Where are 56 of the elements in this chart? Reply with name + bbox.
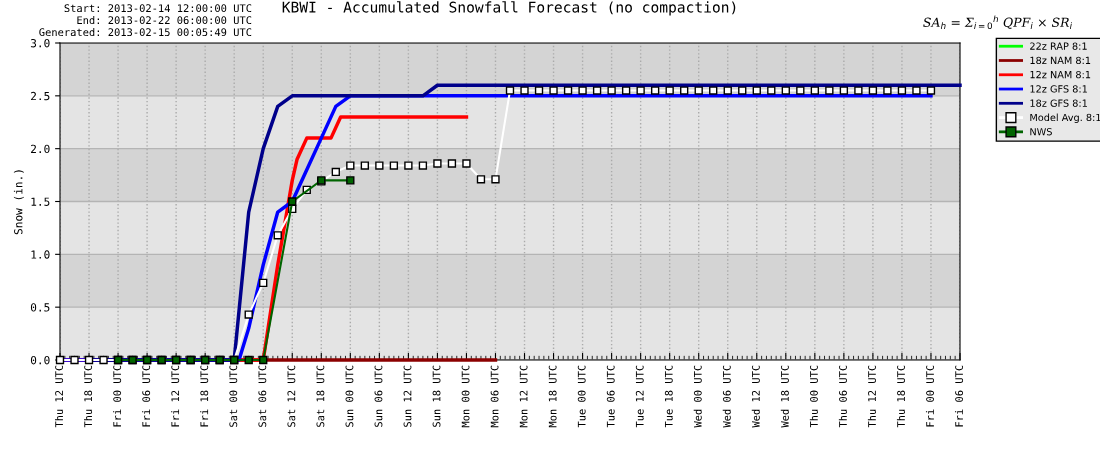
x-tick-label: Thu 00 UTC xyxy=(809,365,818,428)
x-tick-label: Tue 18 UTC xyxy=(664,365,673,428)
legend-label: 22z RAP 8:1 xyxy=(1030,42,1087,50)
x-tick-label: Sat 18 UTC xyxy=(316,365,325,427)
point xyxy=(346,176,355,185)
x-tick-label: Wed 12 UTC xyxy=(751,365,760,428)
x-tick-label: Sun 18 UTC xyxy=(432,365,441,427)
point xyxy=(288,197,297,206)
x-tick-label: Sat 12 UTC xyxy=(287,365,296,427)
x-tick-label: Thu 12 UTC xyxy=(54,365,64,428)
y-tick-label: 0.0 xyxy=(30,356,50,365)
x-tick-label: Fri 06 UTC xyxy=(142,365,151,427)
y-axis-title: Snow (in.) xyxy=(13,170,24,235)
point xyxy=(259,355,268,365)
x-tick-label: Tue 12 UTC xyxy=(635,365,644,428)
x-tick-label: Fri 18 UTC xyxy=(200,365,209,427)
x-tick-label: Wed 18 UTC xyxy=(780,365,789,428)
text: End: 2013-02-22 06:00:00 UTC xyxy=(77,16,252,25)
text: Generated: 2013-02-15 00:05:49 UTC xyxy=(39,28,252,37)
y-tick-label: 0.5 xyxy=(30,303,50,312)
legend-label: 18z GFS 8:1 xyxy=(1030,99,1087,107)
legend-label: 18z NAM 8:1 xyxy=(1030,56,1091,65)
x-tick-label: Sun 00 UTC xyxy=(345,365,354,427)
legend-label: 12z GFS 8:1 xyxy=(1030,85,1087,93)
x-tick-label: Thu 18 UTC xyxy=(84,365,93,428)
x-tick-label: Mon 06 UTC xyxy=(490,365,499,428)
legend-label: NWS xyxy=(1030,128,1052,136)
y-tick-label: 2.0 xyxy=(31,144,50,154)
point xyxy=(244,355,253,365)
x-tick-label: Thu 06 UTC xyxy=(838,365,847,428)
x-tick-label: Sat 06 UTC xyxy=(258,365,267,427)
legend-label: Model Avg. 8:1 xyxy=(1030,113,1100,123)
legend-label: 12z NAM 8:1 xyxy=(1030,70,1091,79)
chart-title: KBWI - Accumulated Snowfall Forecast (no compaction) xyxy=(282,1,736,16)
x-tick-label: Thu 18 UTC xyxy=(896,365,905,428)
x-tick-label: Wed 06 UTC xyxy=(722,365,731,428)
x-tick-label: Fri 00 UTC xyxy=(113,365,122,427)
y-tick-label: 2.5 xyxy=(31,91,50,101)
x-tick-label: Fri 00 UTC xyxy=(925,365,935,427)
x-tick-label: Fri 06 UTC xyxy=(954,365,964,427)
x-tick-label: Sun 12 UTC xyxy=(403,365,412,427)
x-tick-label: Tue 06 UTC xyxy=(606,365,615,428)
x-tick-label: Wed 00 UTC xyxy=(693,365,702,428)
x-tick-label: Mon 12 UTC xyxy=(519,365,528,428)
y-tick-label: 1.0 xyxy=(31,250,50,259)
x-tick-label: Mon 18 UTC xyxy=(548,365,557,428)
x-tick-label: Mon 00 UTC xyxy=(461,365,470,428)
x-tick-label: Sat 00 UTC xyxy=(229,365,238,427)
x-tick-label: Tue 00 UTC xyxy=(577,365,586,428)
y-tick-label: 3.0 xyxy=(30,39,50,48)
y-tick-label: 1.5 xyxy=(31,197,50,206)
text: Start: 2013-02-14 12:00:00 UTC xyxy=(64,4,252,13)
x-tick-label: Thu 12 UTC xyxy=(867,365,876,428)
text: SA$_{h}$ = Σ$_{i=0}$$^{h}$ QPF$_{i}$ × SR$_{i}$ xyxy=(923,15,1073,30)
x-tick-label: Fri 12 UTC xyxy=(171,365,180,427)
x-tick-label: Sun 06 UTC xyxy=(374,365,383,427)
